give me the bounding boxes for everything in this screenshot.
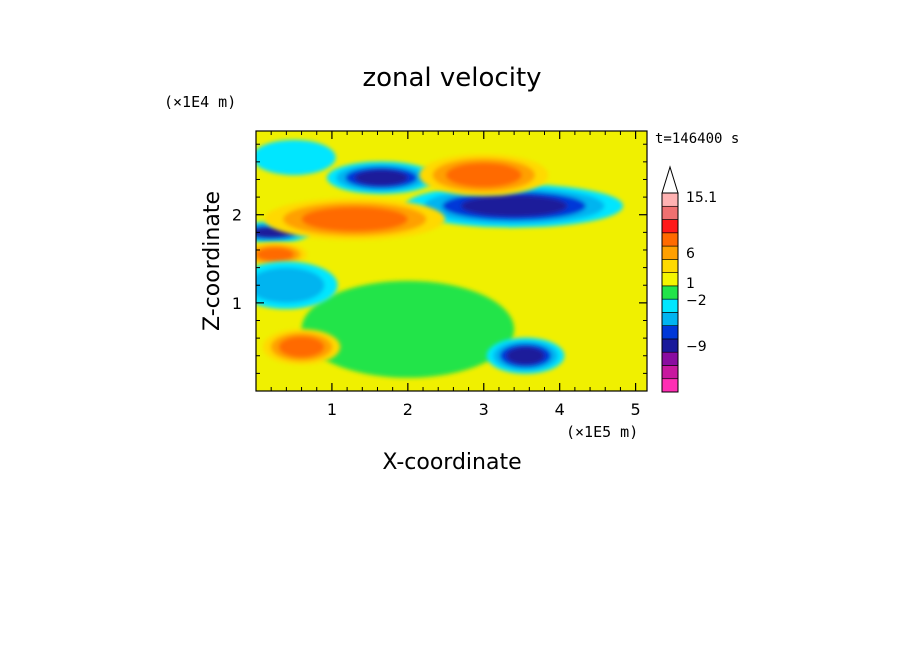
x-tick-label: 5: [631, 400, 641, 419]
colorbar-segment: [661, 259, 679, 273]
y-axis-label: Z-coordinate: [200, 191, 225, 331]
contour-field: [256, 131, 647, 391]
colorbar-segment: [661, 298, 679, 313]
time-label: t=146400 s: [655, 131, 739, 147]
contour-feature: [264, 198, 446, 241]
colorbar: 15.1 6 1−2 −9: [661, 165, 717, 393]
contour-feature: [256, 261, 338, 310]
colorbar-segment: [661, 192, 679, 207]
contour-feature: [326, 161, 436, 194]
contour-feature: [262, 328, 341, 365]
x-tick-label: 4: [555, 400, 565, 419]
colorbar-segment: [661, 205, 679, 220]
plot-frame: [255, 130, 648, 392]
colorbar-segment: [661, 338, 679, 353]
contour-feature: [419, 154, 549, 197]
colorbar-label: 15.1: [686, 190, 717, 206]
x-tick-label: 3: [479, 400, 489, 419]
contour-feature: [256, 139, 336, 176]
colorbar-frame: [661, 192, 679, 393]
colorbar-label: 1: [686, 276, 695, 292]
colorbar-segment: [661, 378, 679, 393]
colorbar-segment: [661, 325, 679, 340]
colorbar-segment: [661, 285, 679, 300]
colorbar-segment: [661, 245, 679, 260]
colorbar-label: 6: [686, 246, 695, 262]
contour-feature: [405, 184, 624, 228]
y-tick-label: 2: [232, 206, 242, 225]
x-tick-label: 1: [327, 400, 337, 419]
colorbar-segment: [661, 312, 679, 326]
colorbar-segment: [661, 219, 679, 234]
x-axis-unit: (×1E5 m): [566, 423, 638, 441]
y-tick-label: 1: [232, 294, 242, 313]
colorbar-extend-arrow: [661, 165, 679, 194]
colorbar-label: −9: [686, 339, 707, 355]
chart-title: zonal velocity: [362, 63, 541, 93]
x-axis-label: X-coordinate: [382, 450, 521, 475]
colorbar-segment: [661, 272, 679, 287]
colorbar-label: −2: [686, 293, 707, 309]
colorbar-segment: [661, 365, 679, 380]
contour-feature: [486, 337, 565, 374]
colorbar-segment: [661, 232, 679, 247]
y-axis-unit: (×1E4 m): [164, 93, 236, 111]
axis-ticks: 1 2 3 4 5 1 2: [232, 131, 647, 419]
contour-feature: [256, 242, 308, 267]
x-tick-label: 2: [403, 400, 413, 419]
colorbar-segment: [661, 351, 679, 366]
contour-feature: [301, 280, 515, 378]
